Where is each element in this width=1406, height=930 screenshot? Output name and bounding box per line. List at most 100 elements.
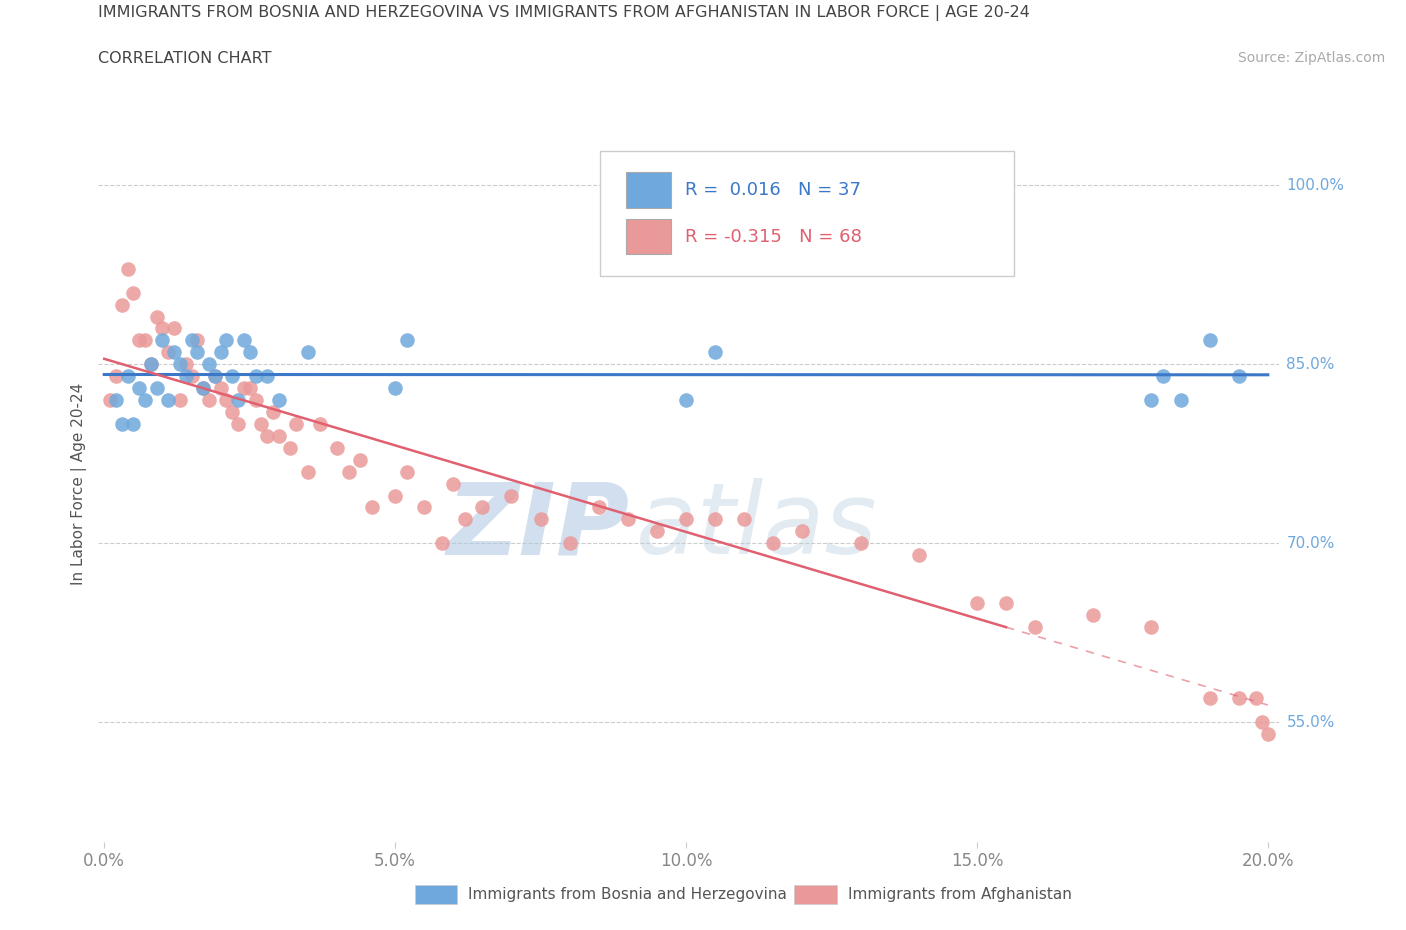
Text: Source: ZipAtlas.com: Source: ZipAtlas.com (1237, 51, 1385, 65)
Y-axis label: In Labor Force | Age 20-24: In Labor Force | Age 20-24 (72, 382, 87, 585)
Point (104, 392, 127, 407)
Text: CORRELATION CHART: CORRELATION CHART (98, 51, 271, 66)
Point (245, 369, 267, 384)
Point (337, 464, 360, 479)
Point (704, 512, 727, 527)
Point (285, 417, 308, 432)
Text: 55.0%: 55.0% (1286, 715, 1334, 730)
Point (1227, 691, 1250, 706)
Point (441, 476, 464, 491)
Point (395, 333, 418, 348)
Point (111, 417, 134, 432)
Point (1251, 715, 1274, 730)
Point (139, 357, 162, 372)
Point (675, 392, 697, 407)
Point (226, 417, 249, 432)
Point (226, 392, 249, 407)
Point (1244, 691, 1267, 706)
Point (413, 500, 436, 515)
Point (267, 392, 290, 407)
Point (191, 380, 214, 395)
Point (128, 380, 150, 395)
Point (471, 500, 494, 515)
Point (280, 441, 302, 456)
Point (849, 536, 872, 551)
Text: IMMIGRANTS FROM BOSNIA AND HERZEGOVINA VS IMMIGRANTS FROM AFGHANISTAN IN LABOR F: IMMIGRANTS FROM BOSNIA AND HERZEGOVINA V… (98, 5, 1031, 20)
Point (157, 392, 180, 407)
Point (966, 595, 988, 610)
Point (762, 536, 785, 551)
Point (134, 333, 156, 348)
Point (733, 512, 755, 527)
Point (617, 512, 640, 527)
Text: Immigrants from Afghanistan: Immigrants from Afghanistan (848, 887, 1071, 902)
Point (1140, 619, 1163, 634)
Point (163, 345, 186, 360)
Point (157, 345, 180, 360)
Point (267, 429, 290, 444)
Point (232, 380, 254, 395)
Point (384, 380, 406, 395)
Point (501, 488, 523, 503)
Point (204, 369, 226, 384)
Point (1140, 392, 1163, 407)
Point (122, 286, 145, 300)
Point (174, 369, 197, 384)
Point (1083, 607, 1105, 622)
Text: 70.0%: 70.0% (1286, 536, 1334, 551)
Point (128, 333, 150, 348)
Point (191, 380, 214, 395)
Point (221, 369, 243, 384)
Point (174, 357, 197, 372)
Point (145, 309, 167, 324)
Point (152, 321, 174, 336)
Point (529, 512, 551, 527)
Point (239, 380, 262, 395)
Point (995, 595, 1018, 610)
Point (558, 536, 581, 551)
Point (297, 464, 319, 479)
Point (239, 345, 262, 360)
Point (1024, 619, 1046, 634)
Point (308, 417, 330, 432)
Point (704, 345, 727, 360)
FancyBboxPatch shape (626, 219, 671, 255)
Point (232, 333, 254, 348)
Point (117, 369, 139, 384)
Point (117, 261, 139, 276)
Point (360, 500, 382, 515)
Point (198, 357, 221, 372)
Point (1152, 369, 1174, 384)
Point (395, 464, 418, 479)
Point (134, 392, 156, 407)
Point (430, 536, 453, 551)
Point (163, 321, 186, 336)
Point (645, 524, 668, 538)
Point (262, 405, 284, 419)
Point (907, 548, 929, 563)
Point (1198, 691, 1220, 706)
Point (145, 380, 167, 395)
Point (139, 357, 162, 372)
Text: R = -0.315   N = 68: R = -0.315 N = 68 (685, 228, 862, 246)
Text: ZIP: ZIP (447, 478, 630, 575)
Point (221, 405, 243, 419)
Point (198, 392, 221, 407)
Point (1198, 333, 1220, 348)
Text: atlas: atlas (636, 478, 877, 575)
Point (1227, 369, 1250, 384)
Point (180, 369, 202, 384)
Point (588, 500, 610, 515)
Point (1257, 727, 1279, 742)
Point (215, 333, 238, 348)
Point (152, 333, 174, 348)
Point (675, 512, 697, 527)
Point (256, 429, 278, 444)
FancyBboxPatch shape (626, 172, 671, 208)
Point (209, 380, 232, 395)
Point (454, 512, 477, 527)
Point (186, 345, 208, 360)
Point (104, 369, 127, 384)
Text: 85.0%: 85.0% (1286, 357, 1334, 372)
Point (250, 417, 273, 432)
